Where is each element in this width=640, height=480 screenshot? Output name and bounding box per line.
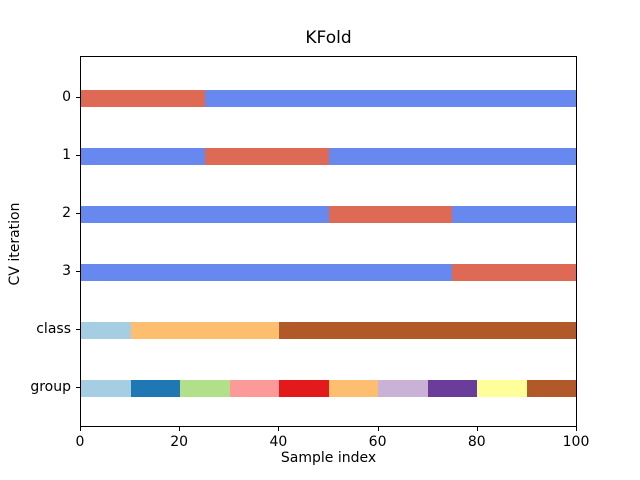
segment-train xyxy=(81,147,205,165)
chart-title: KFold xyxy=(305,28,352,48)
cv-row-group xyxy=(81,379,576,397)
ytick-mark-0 xyxy=(76,97,80,98)
xtick-mark-40 xyxy=(278,427,280,431)
segment-group-5 xyxy=(328,379,378,397)
segment-group-4 xyxy=(279,379,329,397)
xtick-label-40: 40 xyxy=(269,434,288,450)
ytick-label-0: 0 xyxy=(62,89,71,105)
xtick-mark-0 xyxy=(80,427,81,431)
segment-train xyxy=(81,263,453,281)
xtick-label-20: 20 xyxy=(170,434,189,450)
segment-test xyxy=(81,89,205,107)
segment-train xyxy=(452,205,576,223)
ytick-label-3: 3 xyxy=(62,263,71,279)
segment-group-9 xyxy=(526,379,576,397)
ytick-mark-class xyxy=(76,329,80,330)
segment-class-2 xyxy=(279,321,576,339)
ytick-label-group: group xyxy=(30,379,71,395)
xtick-label-100: 100 xyxy=(562,434,590,450)
segment-class-0 xyxy=(81,321,131,339)
ytick-label-class: class xyxy=(36,321,71,337)
segment-group-3 xyxy=(229,379,279,397)
cv-row-1 xyxy=(81,147,576,165)
segment-group-2 xyxy=(180,379,230,397)
xtick-mark-20 xyxy=(179,427,181,431)
cv-row-class xyxy=(81,321,576,339)
segment-test xyxy=(204,147,329,165)
ytick-label-1: 1 xyxy=(62,147,71,163)
xtick-label-60: 60 xyxy=(368,434,387,450)
ytick-mark-3 xyxy=(76,271,80,272)
ytick-label-2: 2 xyxy=(62,205,71,221)
cv-row-3 xyxy=(81,263,576,281)
xtick-mark-60 xyxy=(377,427,379,431)
xtick-label-0: 0 xyxy=(75,434,85,450)
ytick-mark-group xyxy=(76,387,80,388)
segment-group-8 xyxy=(477,379,527,397)
segment-group-1 xyxy=(130,379,180,397)
cv-row-2 xyxy=(81,205,576,223)
xtick-mark-80 xyxy=(476,427,478,431)
ytick-mark-2 xyxy=(76,213,80,214)
segment-test xyxy=(452,263,576,281)
cv-row-0 xyxy=(81,89,576,107)
segment-group-6 xyxy=(378,379,428,397)
segment-train xyxy=(204,89,576,107)
segment-group-7 xyxy=(427,379,477,397)
segment-group-0 xyxy=(81,379,131,397)
plot-area xyxy=(80,56,577,427)
segment-train xyxy=(81,205,329,223)
segment-test xyxy=(328,205,453,223)
x-axis-label: Sample index xyxy=(280,450,377,466)
ytick-mark-1 xyxy=(76,155,80,156)
xtick-label-80: 80 xyxy=(467,434,486,450)
segment-train xyxy=(328,147,576,165)
xtick-mark-100 xyxy=(576,427,577,431)
segment-class-1 xyxy=(130,321,279,339)
